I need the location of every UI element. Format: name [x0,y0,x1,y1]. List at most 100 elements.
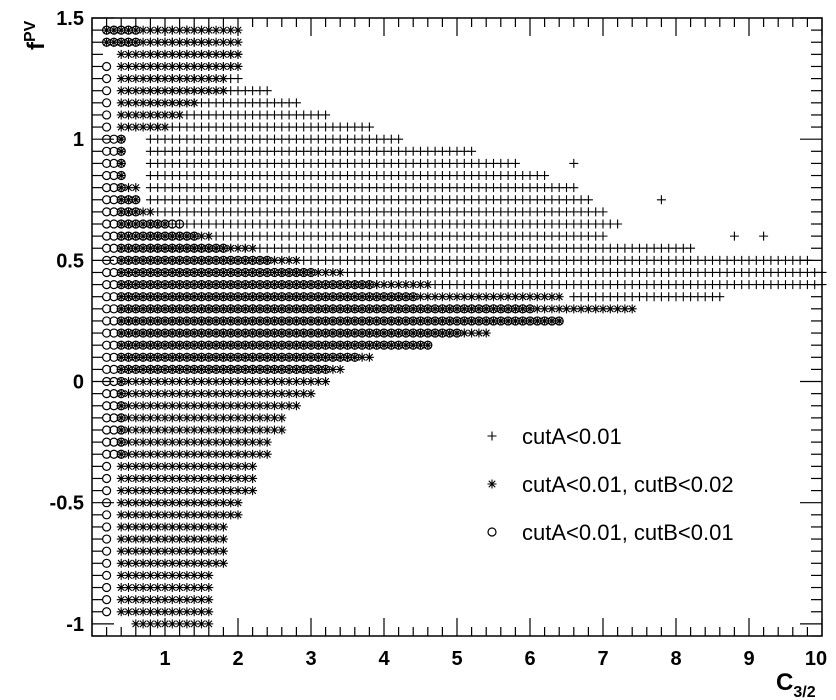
point-circle [145,231,155,241]
point-circle [240,328,250,338]
point-circle [386,292,396,302]
point-circle [269,292,280,302]
point-star [124,498,133,508]
point-circle [291,352,301,362]
point-star [131,255,141,265]
point-star [291,377,301,387]
point-star [328,328,338,338]
point-circle [379,328,389,338]
point-star [569,304,579,314]
point-star [459,292,469,302]
point-star [145,86,155,96]
point-star [240,255,250,265]
point-star [204,389,214,399]
point-star [364,292,374,302]
point-circle [262,364,272,375]
point-star [153,280,163,290]
point-star [211,401,221,411]
point-circle [116,207,126,217]
point-star [291,304,301,314]
point-star [218,49,228,59]
point-circle [109,292,119,302]
point-star [189,255,199,265]
point-circle [175,279,185,290]
point-star [160,219,170,229]
point-circle [175,267,185,278]
point-star [182,510,192,520]
point-star [299,316,309,326]
point-star [211,352,221,362]
point-star [197,534,206,544]
point-star [153,267,163,277]
point-star [145,498,155,508]
point-star [357,352,367,362]
point-star [167,328,177,338]
point-plus [510,158,520,168]
point-circle [211,279,221,290]
point-circle [277,292,287,302]
point-star [248,328,258,338]
point-star [218,558,228,568]
point-star [226,49,236,59]
point-star [350,304,360,314]
point-circle [335,328,345,338]
point-star [430,292,440,302]
point-circle [116,413,126,423]
x-tick-label: 7 [597,648,608,670]
point-star [343,328,352,338]
point-star [124,570,133,580]
point-star [124,583,133,593]
point-star [182,243,192,253]
point-star [218,473,228,483]
point-star [233,498,243,508]
point-star [379,304,389,314]
point-circle [123,37,134,47]
point-circle [299,328,309,338]
point-star [116,558,126,568]
point-star [277,328,287,338]
point-star [145,316,155,326]
legend-label: cutA<0.01, cutB<0.01 [522,520,734,545]
point-star [145,110,155,120]
point-star [240,377,250,387]
point-star [116,364,126,374]
point-circle [248,267,258,278]
point-star [131,498,141,508]
point-star [321,304,331,314]
point-circle [394,304,404,314]
point-circle [196,352,207,362]
point-star [124,219,133,229]
point-star [226,473,236,483]
point-circle [240,267,250,278]
point-star [182,49,192,59]
point-star [218,267,228,277]
point-star [189,619,199,629]
point-star [116,607,126,617]
axis-ticks [91,17,823,637]
point-star [372,316,382,326]
point-star [291,352,301,362]
point-star [270,425,279,435]
point-circle [255,292,265,302]
point-circle [445,328,455,338]
point-star [116,377,126,387]
point-star [197,328,206,338]
point-star [401,304,411,314]
point-star [160,522,170,532]
point-star [262,352,272,362]
point-circle [321,304,331,314]
point-circle [496,304,506,314]
point-star [153,364,163,374]
point-star [481,328,491,338]
point-star [182,304,192,314]
point-star [116,74,126,84]
point-circle [554,316,564,326]
point-star [167,110,177,120]
point-star [116,595,126,605]
point-star [167,595,177,605]
point-star [321,364,331,374]
point-circle [138,340,148,350]
point-star [284,328,294,338]
point-plus [262,86,272,96]
point-circle [306,304,316,314]
